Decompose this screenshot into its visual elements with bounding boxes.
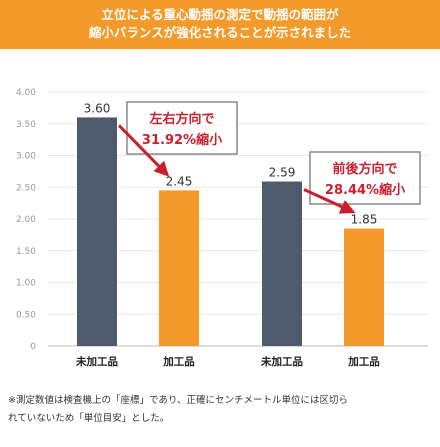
y-tick-label: 4.00 — [16, 88, 36, 98]
bar — [77, 117, 117, 347]
y-tick-label: 1.00 — [16, 279, 36, 289]
bar — [344, 228, 384, 346]
callout-box — [126, 101, 238, 155]
bar-value-label: 2.59 — [269, 166, 296, 180]
x-category-label: 加工品 — [162, 355, 195, 368]
callout-text-line-2: 31.92%縮小 — [142, 132, 222, 148]
footnote-line-2: れていないため「単位目安」とした。 — [8, 413, 170, 424]
x-category-label: 未加工品 — [260, 355, 303, 368]
y-tick-label: 0 — [30, 342, 36, 352]
y-tick-label: 3.50 — [16, 120, 36, 130]
x-category-label: 加工品 — [347, 355, 380, 368]
y-tick-label: 2.50 — [16, 183, 36, 193]
header-line-1: 立位による重心動揺の測定で動揺の範囲が — [101, 7, 339, 22]
callout-text-line-1: 左右方向で — [149, 111, 214, 127]
bar-value-label: 3.60 — [84, 101, 111, 115]
chart-header: 立位による重心動揺の測定で動揺の範囲が 縮小バランスが強化されることが示されまし… — [0, 0, 440, 49]
bar-chart: 0 0.50 1.00 1.50 2.00 2.50 3.00 3.50 4.00 3.60 未加工… — [16, 88, 428, 368]
bar — [159, 190, 199, 346]
bar-value-label: 1.85 — [351, 213, 378, 227]
x-category-label: 未加工品 — [75, 355, 118, 368]
y-tick-label: 1.50 — [16, 247, 36, 257]
bar — [262, 181, 302, 346]
bar-value-label: 2.45 — [166, 174, 193, 188]
footnote: ※測定数値は検査機上の「座標」であり、正確にセンチメートル単位には区切ら れてい… — [8, 392, 434, 428]
callout-text-line-1: 前後方向で — [332, 161, 397, 177]
y-tick-label: 0.50 — [16, 310, 36, 320]
y-tick-label: 3.00 — [16, 152, 36, 162]
y-tick-label: 2.00 — [16, 215, 36, 225]
callout-box — [309, 151, 421, 205]
callout-text-line-2: 28.44%縮小 — [325, 182, 405, 198]
reduction-arrow — [303, 188, 356, 214]
footnote-line-1: ※測定数値は検査機上の「座標」であり、正確にセンチメートル単位には区切ら — [8, 395, 348, 406]
header-line-2: 縮小バランスが強化されることが示されました — [88, 25, 352, 40]
reduction-arrow — [117, 124, 170, 177]
